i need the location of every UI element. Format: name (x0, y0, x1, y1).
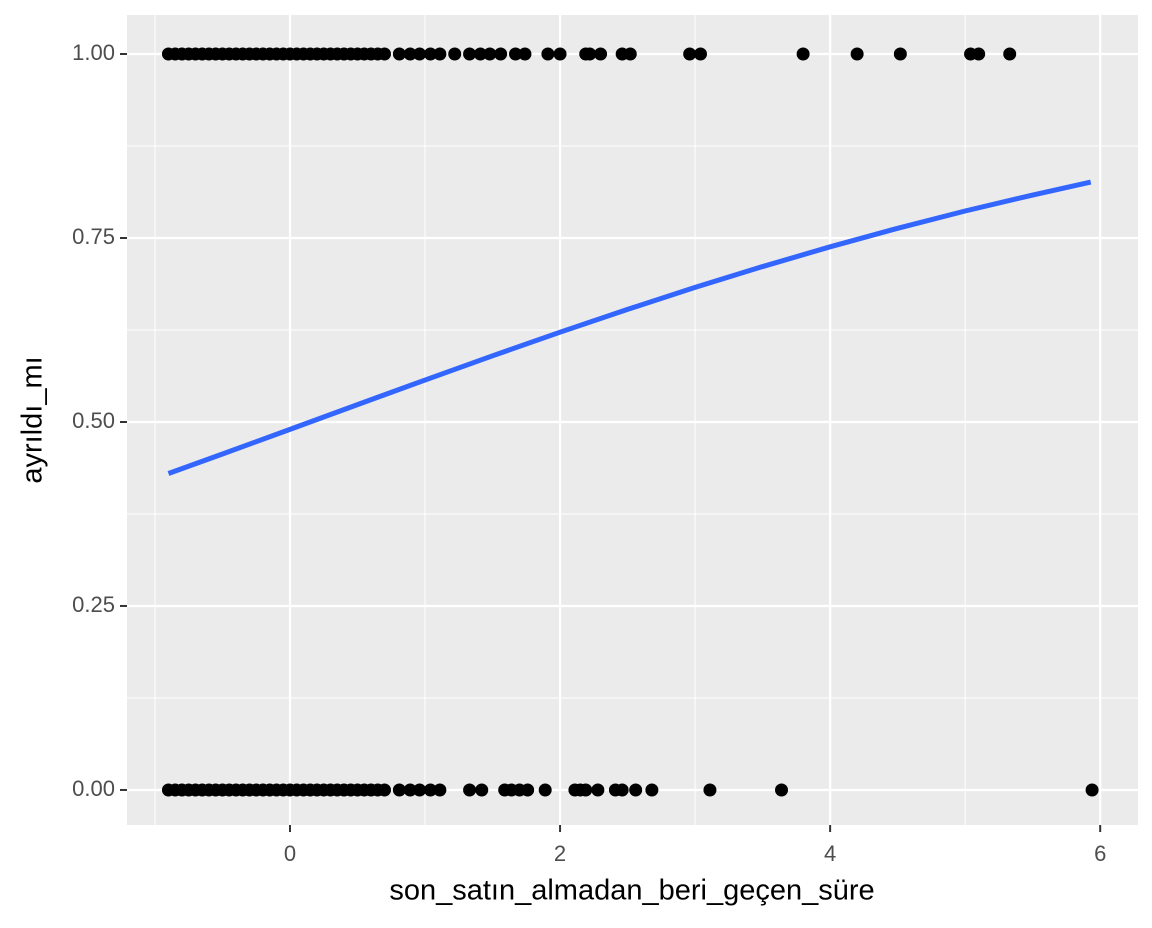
point (775, 783, 789, 797)
y-tick-label: 1.00 (72, 40, 115, 65)
point (591, 783, 605, 797)
point (463, 47, 477, 61)
point (475, 783, 489, 797)
point (423, 783, 437, 797)
point (1085, 783, 1099, 797)
x-axis-title: son_satın_almadan_beri_geçen_süre (389, 875, 874, 907)
x-tick-label: 4 (824, 841, 836, 866)
y-tick-label: 0.25 (72, 592, 115, 617)
point (403, 783, 417, 797)
x-tick-label: 6 (1094, 841, 1106, 866)
point (972, 47, 986, 61)
point (448, 47, 462, 61)
fit-line (167, 179, 1092, 476)
x-tick-label: 0 (284, 841, 296, 866)
point (433, 47, 447, 61)
point (541, 47, 555, 61)
point (518, 47, 532, 61)
point (645, 783, 659, 797)
point (683, 47, 697, 61)
point (693, 47, 707, 61)
y-tick-label: 0.50 (72, 408, 115, 433)
point (538, 783, 552, 797)
point (615, 783, 629, 797)
panel (127, 15, 1138, 825)
point (433, 783, 447, 797)
point (378, 783, 392, 797)
point (463, 783, 477, 797)
point (413, 783, 427, 797)
point (594, 47, 608, 61)
point (796, 47, 810, 61)
point (583, 47, 597, 61)
point (483, 47, 497, 61)
point (392, 47, 406, 61)
point (703, 783, 717, 797)
point (1003, 47, 1017, 61)
y-axis-title: ayrıldı_mı (17, 356, 49, 483)
point (392, 783, 406, 797)
point (521, 783, 535, 797)
point (403, 47, 417, 61)
point (623, 47, 637, 61)
point (413, 47, 427, 61)
point (423, 47, 437, 61)
x-tick-label: 2 (554, 841, 566, 866)
point (473, 47, 487, 61)
y-tick-label: 0.00 (72, 776, 115, 801)
point (893, 47, 907, 61)
point (553, 47, 567, 61)
point (579, 783, 593, 797)
point (494, 47, 508, 61)
y-tick-label: 0.75 (72, 224, 115, 249)
point (378, 47, 392, 61)
point (850, 47, 864, 61)
point (508, 47, 522, 61)
point (629, 783, 643, 797)
